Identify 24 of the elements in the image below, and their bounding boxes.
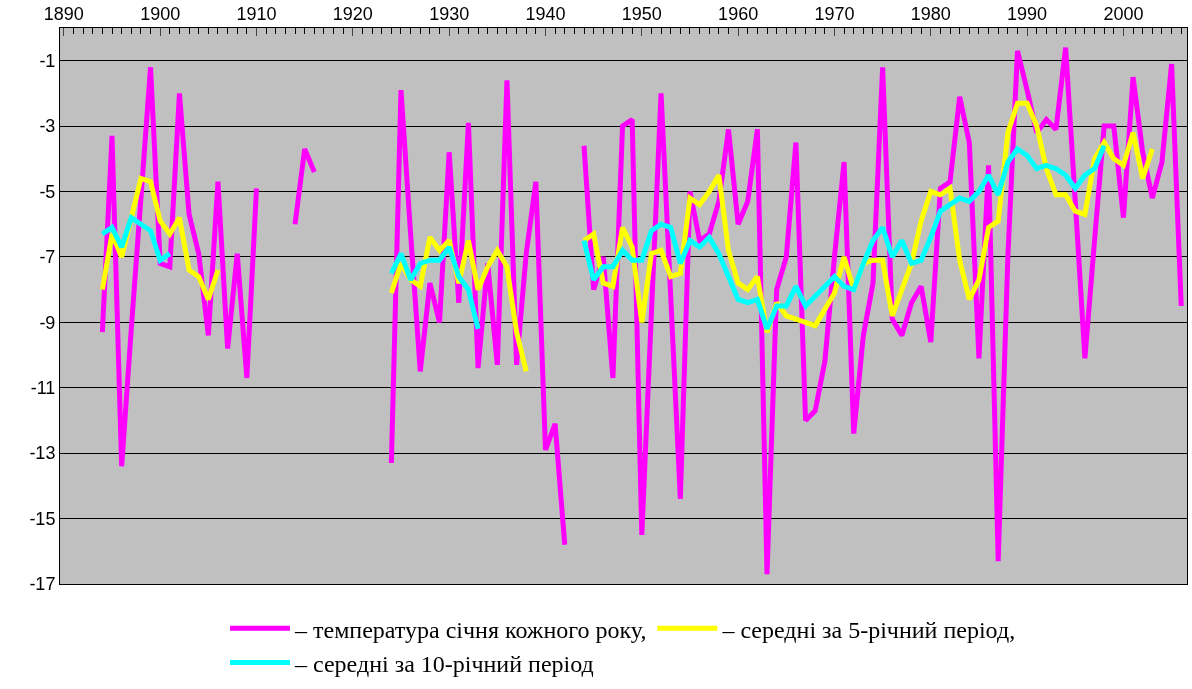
x-tick-label: 2000 — [1103, 3, 1144, 24]
x-tick-label: 1890 — [43, 3, 84, 24]
x-tick-label: 1910 — [236, 3, 277, 24]
y-tick-label: -3 — [39, 116, 56, 137]
y-tick-label: -15 — [29, 508, 56, 529]
x-tick-label: 1980 — [910, 3, 951, 24]
y-tick-label: -7 — [39, 247, 56, 268]
legend-label: – середні за 10-річний період — [294, 650, 594, 677]
x-tick-label: 1920 — [332, 3, 373, 24]
x-tick-label: 1960 — [718, 3, 759, 24]
x-tick-label: 1940 — [525, 3, 566, 24]
legend-label: – середні за 5-річний період, — [721, 616, 1016, 643]
y-tick-label: -11 — [30, 378, 56, 399]
y-tick-label: -13 — [29, 443, 56, 464]
y-tick-label: -9 — [39, 312, 56, 333]
y-tick-label: -5 — [39, 181, 56, 202]
x-tick-label: 1990 — [1007, 3, 1048, 24]
x-tick-label: 1900 — [140, 3, 181, 24]
x-tick-label: 1930 — [429, 3, 470, 24]
legend-label: – температура січня кожного року, — [294, 616, 647, 643]
y-tick-label: -17 — [29, 574, 56, 595]
x-tick-label: 1970 — [814, 3, 855, 24]
x-tick-label: 1950 — [621, 3, 662, 24]
y-tick-label: -1 — [39, 51, 56, 72]
